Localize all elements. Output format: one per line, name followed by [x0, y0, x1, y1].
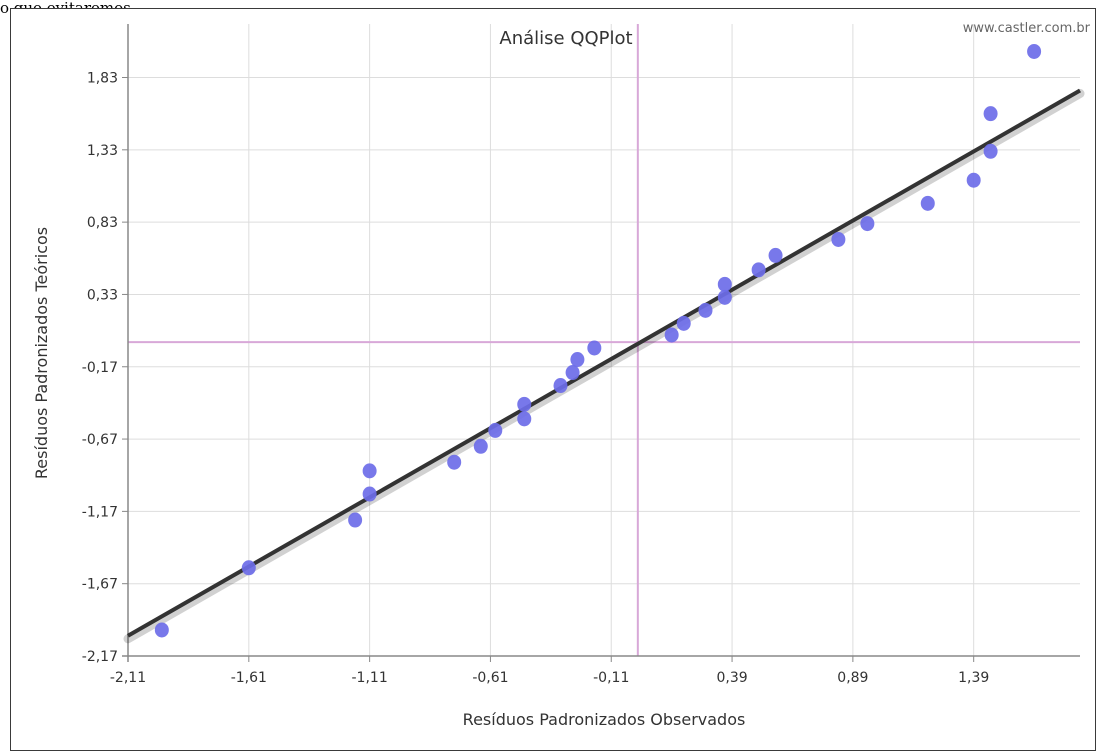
data-point-15: [677, 316, 691, 331]
data-point-18: [718, 277, 732, 292]
data-point-7: [488, 423, 502, 438]
y-tick-label-6: 0,83: [87, 215, 118, 231]
data-point-19: [752, 262, 766, 277]
y-tick-label-4: -0,17: [82, 360, 118, 376]
y-tick-label-3: -0,67: [82, 432, 118, 448]
data-point-16: [698, 303, 712, 318]
data-point-26: [984, 106, 998, 121]
data-point-23: [921, 196, 935, 211]
y-tick-label-8: 1,83: [87, 71, 118, 87]
x-tick-label-5: 0,39: [716, 670, 747, 686]
x-tick-labels: -2,11 -1,61 -1,11 -0,61 -0,11 0,39 0,89 1,39: [110, 656, 989, 686]
y-tick-labels: -2,17 -1,67 -1,17 -0,67 -0,17 0,33 0,83 1,33 1,8…: [82, 71, 128, 665]
data-point-5: [447, 455, 461, 470]
data-point-9: [517, 397, 531, 412]
x-tick-label-3: -0,61: [472, 670, 508, 686]
data-point-22: [860, 216, 874, 231]
y-tick-label-5: 0,33: [87, 287, 118, 303]
chart-title: Análise QQPlot: [499, 28, 632, 49]
data-point-24: [967, 173, 981, 188]
credit-text: www.castler.com.br: [963, 21, 1091, 36]
x-axis-title: Resíduos Padronizados Observados: [463, 710, 746, 729]
x-tick-label-2: -1,11: [352, 670, 388, 686]
data-point-13: [587, 340, 601, 355]
data-point-6: [474, 439, 488, 454]
x-tick-label-4: -0,11: [593, 670, 629, 686]
y-tick-label-2: -1,17: [82, 504, 118, 520]
data-point-3: [363, 487, 377, 502]
y-tick-label-0: -2,17: [82, 649, 118, 665]
data-point-0: [155, 622, 169, 637]
fit-line: [128, 91, 1080, 636]
y-tick-label-1: -1,67: [82, 577, 118, 593]
data-point-4: [363, 463, 377, 478]
data-point-21: [831, 232, 845, 247]
data-point-12: [570, 352, 584, 367]
x-tick-label-1: -1,61: [231, 670, 267, 686]
data-point-11: [566, 365, 580, 380]
y-axis-title: Resíduos Padronizados Teóricos: [32, 227, 51, 479]
fit-line-group: [128, 91, 1080, 639]
data-point-14: [665, 327, 679, 342]
data-point-27: [1027, 44, 1041, 59]
data-point-20: [769, 248, 783, 263]
data-point-25: [984, 144, 998, 159]
data-point-1: [242, 560, 256, 575]
x-tick-label-7: 1,39: [958, 670, 989, 686]
y-tick-label-7: 1,33: [87, 143, 118, 159]
data-point-10: [554, 378, 568, 393]
fit-line-shadow: [128, 94, 1080, 639]
x-tick-label-6: 0,89: [837, 670, 868, 686]
data-point-2: [348, 513, 362, 528]
data-point-17: [718, 290, 732, 305]
x-tick-label-0: -2,11: [110, 670, 146, 686]
data-point-8: [517, 411, 531, 426]
